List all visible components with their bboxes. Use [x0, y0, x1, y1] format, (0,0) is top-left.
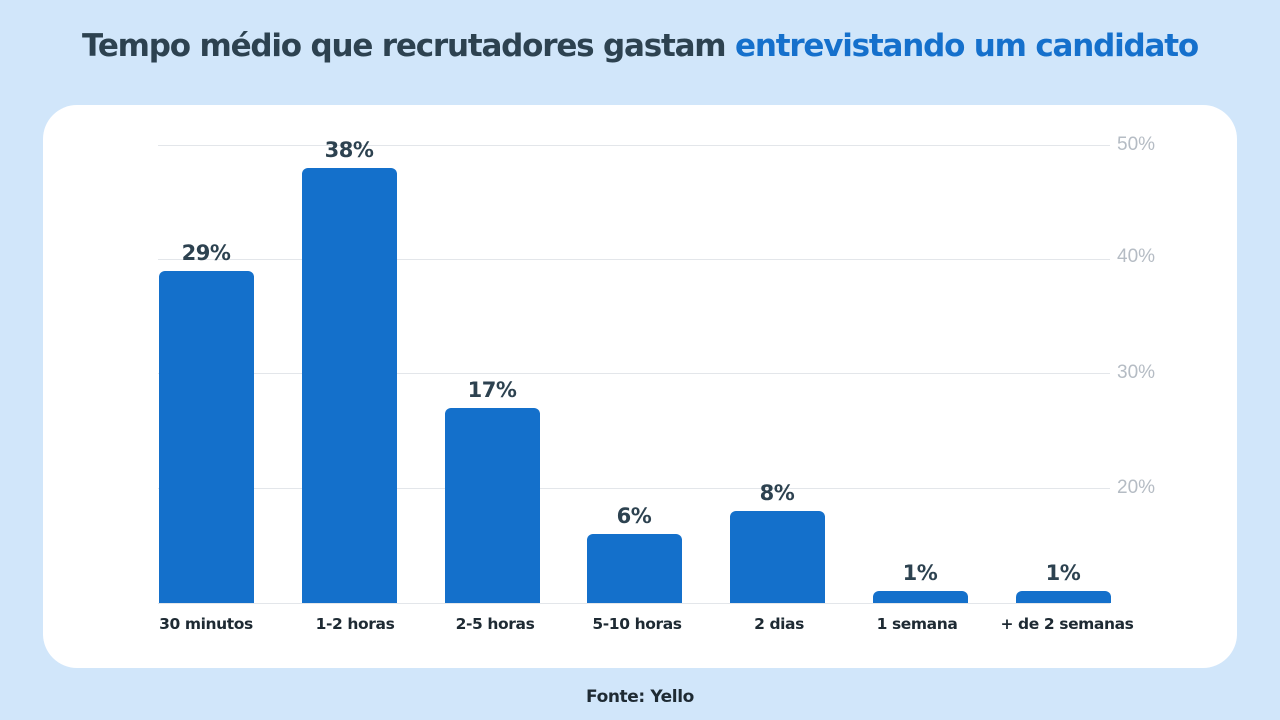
- bar-30-minutos: [159, 271, 254, 603]
- bar-value-label: 1%: [1045, 561, 1081, 585]
- gridline-50: [158, 145, 1110, 146]
- bar-value-label: 1%: [902, 561, 938, 585]
- x-category-label: 1-2 horas: [315, 615, 395, 633]
- gridline-30: [158, 373, 1110, 374]
- bar-mais-de-2-semanas: [1016, 591, 1111, 603]
- bar-2-5-horas: [445, 408, 540, 603]
- source-caption: Fonte: Yello: [586, 687, 694, 707]
- bar-1-semana: [873, 591, 968, 603]
- y-tick-label: 20%: [1117, 477, 1156, 498]
- gridline-40: [158, 259, 1110, 260]
- y-tick-label: 50%: [1117, 134, 1156, 155]
- bar-value-label: 29%: [181, 241, 231, 265]
- bar-1-2-horas: [302, 168, 397, 603]
- x-category-label: 5-10 horas: [592, 615, 682, 633]
- y-tick-label: 30%: [1117, 362, 1156, 383]
- x-category-label: + de 2 semanas: [1000, 615, 1134, 633]
- bar-5-10-horas: [587, 534, 682, 603]
- gridline-20: [158, 488, 1110, 489]
- chart-title: Tempo médio que recrutadores gastam entr…: [0, 28, 1280, 64]
- chart-title-highlight: entrevistando um candidato: [735, 28, 1199, 64]
- x-category-label: 2-5 horas: [455, 615, 535, 633]
- bar-value-label: 17%: [467, 378, 517, 402]
- bar-2-dias: [730, 511, 825, 603]
- x-category-label: 30 minutos: [159, 615, 253, 633]
- x-category-label: 1 semana: [876, 615, 958, 633]
- y-tick-label: 40%: [1117, 246, 1156, 267]
- bar-value-label: 38%: [324, 138, 374, 162]
- bar-value-label: 6%: [616, 504, 652, 528]
- bar-value-label: 8%: [759, 481, 795, 505]
- x-category-label: 2 dias: [754, 615, 804, 633]
- chart-title-main: Tempo médio que recrutadores gastam: [82, 28, 735, 64]
- x-axis-baseline: [158, 603, 1110, 604]
